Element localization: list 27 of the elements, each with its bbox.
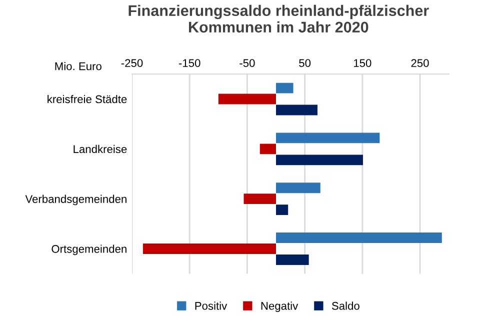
bar [276,104,318,116]
legend-label: Positiv [195,302,228,310]
x-tick-label: -50 [240,59,255,68]
x-tick-label: 150 [354,59,372,68]
bar [218,94,276,104]
y-tick-label: Landkreise [74,144,127,154]
x-tick-label: -150 [178,59,200,68]
bar [260,144,276,154]
bar [276,232,442,243]
y-tick-label: kreisfreie Städte [48,94,127,104]
x-axis-title: Mio. Euro [55,62,102,70]
y-tick-label: Ortsgemeinden [52,244,126,256]
legend-label: Saldo [332,302,360,310]
bar [276,182,320,194]
bar [276,132,380,144]
bar [276,254,309,265]
x-tick-label: 250 [411,59,429,68]
x-tick-label: 50 [299,59,311,68]
x-tick-label: -250 [121,59,143,68]
bar [276,154,363,166]
bar [142,244,276,254]
chart-title: Finanzierungssaldo rheinland-pfälzischer Kommunen im Jahr 2020 [128,4,429,33]
bar [276,82,294,94]
bar [244,194,276,204]
bar [276,204,288,216]
legend-label: Negativ [261,302,298,312]
y-tick-label: Verbandsgemeinden [25,194,126,206]
